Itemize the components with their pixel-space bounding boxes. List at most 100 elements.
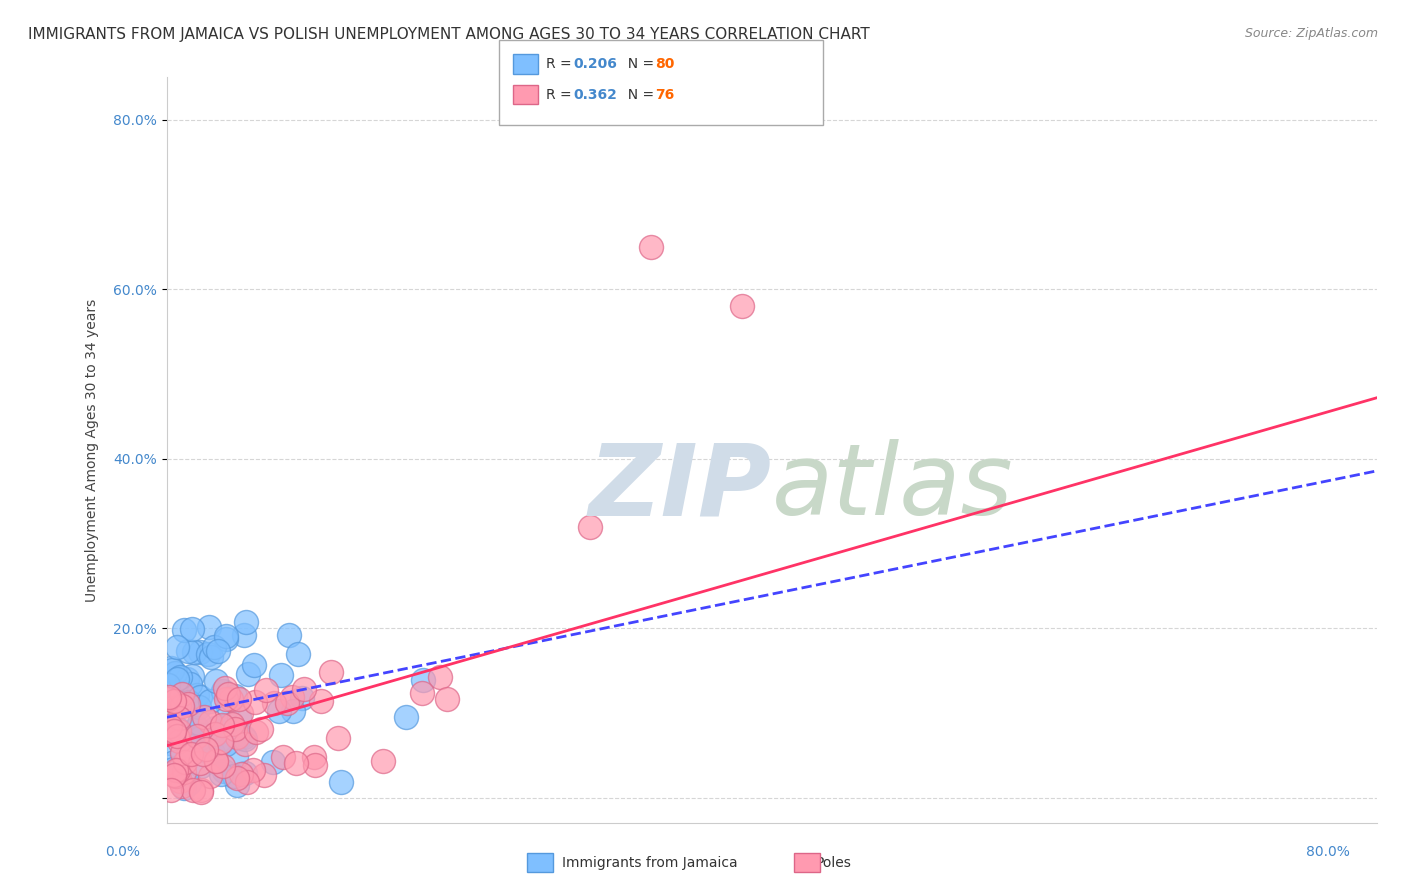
Point: [179, 739, 201, 754]
Point: [195, 742, 218, 756]
Text: Source: ZipAtlas.com: Source: ZipAtlas.com: [1244, 27, 1378, 40]
Text: 76: 76: [655, 87, 675, 102]
Point: [204, 721, 226, 735]
Point: [186, 688, 208, 702]
Point: [270, 668, 292, 682]
Point: [188, 645, 211, 659]
Point: [159, 783, 181, 797]
Point: [190, 728, 212, 742]
Point: [190, 728, 212, 742]
Point: [157, 692, 180, 706]
Point: [173, 764, 195, 779]
Point: [170, 687, 193, 701]
Point: [204, 727, 226, 741]
Point: [211, 684, 233, 698]
Point: [215, 629, 238, 643]
Point: [229, 706, 252, 720]
Point: [190, 782, 212, 797]
Point: [224, 722, 246, 736]
Point: [412, 673, 434, 688]
Point: [209, 735, 232, 749]
Point: [163, 666, 186, 681]
Point: [281, 690, 304, 704]
Point: [205, 754, 228, 768]
Point: [169, 711, 191, 725]
Point: [277, 627, 299, 641]
Point: [243, 657, 266, 672]
Point: [207, 644, 229, 658]
Text: 0.206: 0.206: [574, 57, 617, 71]
Point: [173, 781, 195, 796]
Point: [174, 756, 197, 770]
Point: [188, 715, 211, 730]
Point: [167, 734, 190, 748]
Point: [212, 719, 235, 733]
Point: [640, 240, 662, 254]
Point: [215, 692, 238, 706]
Point: [172, 696, 194, 710]
Point: [212, 764, 235, 778]
Point: [172, 696, 194, 710]
Point: [209, 767, 232, 781]
Point: [157, 725, 180, 739]
Text: 0.0%: 0.0%: [105, 846, 141, 859]
Point: [198, 620, 221, 634]
Point: [276, 696, 298, 710]
Point: [371, 754, 394, 768]
Point: [179, 695, 201, 709]
Point: [215, 737, 238, 751]
Point: [165, 763, 187, 777]
Point: [304, 758, 326, 772]
Point: [436, 692, 458, 706]
Text: 80.0%: 80.0%: [1306, 846, 1350, 859]
Point: [166, 763, 188, 777]
Point: [271, 749, 294, 764]
Point: [169, 774, 191, 789]
Point: [183, 645, 205, 659]
Point: [195, 744, 218, 758]
Point: [172, 699, 194, 714]
Point: [205, 754, 228, 768]
Point: [201, 746, 224, 760]
Point: [180, 747, 202, 762]
Point: [157, 678, 180, 692]
Point: [176, 672, 198, 686]
Point: [204, 640, 226, 654]
Text: N =: N =: [619, 87, 658, 102]
Point: [319, 665, 342, 679]
Point: [167, 723, 190, 737]
Point: [173, 623, 195, 637]
Point: [285, 756, 308, 771]
Point: [188, 756, 211, 770]
Point: [195, 736, 218, 750]
Point: [245, 725, 267, 739]
Point: [242, 763, 264, 777]
Text: Immigrants from Jamaica: Immigrants from Jamaica: [562, 855, 738, 870]
Point: [188, 700, 211, 714]
Point: [730, 299, 752, 313]
Point: [211, 718, 233, 732]
Point: [212, 759, 235, 773]
Point: [200, 650, 222, 665]
Point: [181, 783, 204, 797]
Text: ZIP: ZIP: [589, 439, 772, 536]
Point: [292, 682, 315, 697]
Point: [166, 729, 188, 743]
Point: [228, 692, 250, 706]
Point: [163, 694, 186, 708]
Point: [177, 644, 200, 658]
Point: [186, 729, 208, 743]
Point: [190, 784, 212, 798]
Point: [236, 666, 259, 681]
Point: [233, 732, 256, 747]
Point: [162, 737, 184, 751]
Point: [231, 767, 253, 781]
Point: [225, 778, 247, 792]
Point: [169, 670, 191, 684]
Point: [221, 716, 243, 731]
Point: [167, 699, 190, 714]
Point: [167, 764, 190, 779]
Point: [225, 750, 247, 764]
Point: [236, 775, 259, 789]
Text: 0.362: 0.362: [574, 87, 617, 102]
